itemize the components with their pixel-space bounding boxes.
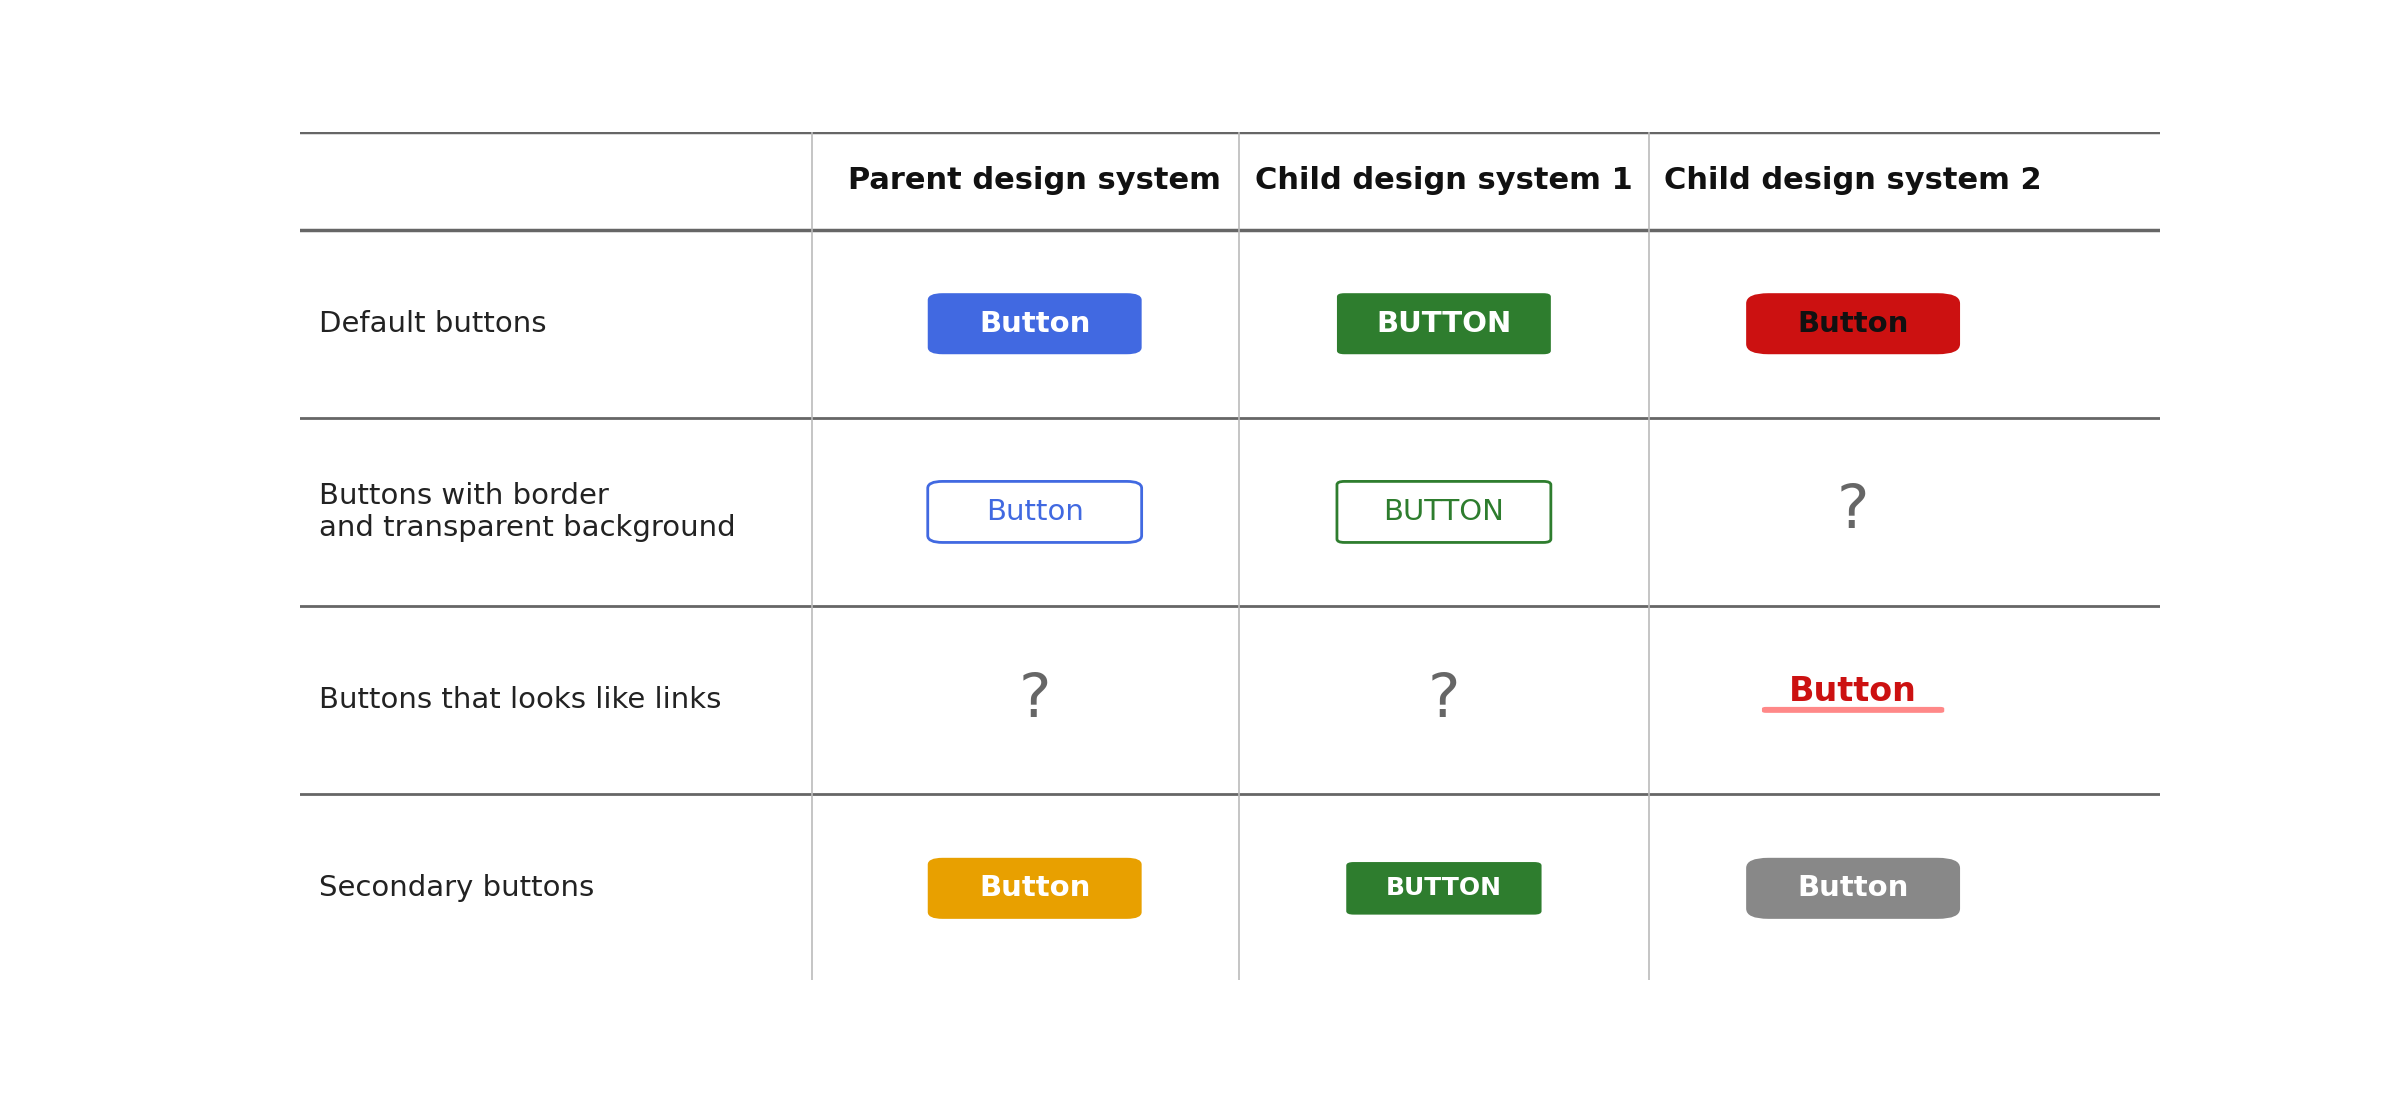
Text: Button: Button xyxy=(1788,675,1918,708)
FancyBboxPatch shape xyxy=(929,858,1142,919)
FancyBboxPatch shape xyxy=(1346,862,1541,915)
Text: Buttons with border
and transparent background: Buttons with border and transparent back… xyxy=(319,482,734,542)
FancyBboxPatch shape xyxy=(1337,293,1550,355)
Text: Child design system 1: Child design system 1 xyxy=(1255,166,1632,195)
Text: BUTTON: BUTTON xyxy=(1385,876,1502,901)
Text: ?: ? xyxy=(1428,671,1459,730)
Text: Parent design system: Parent design system xyxy=(847,166,1222,195)
Text: ?: ? xyxy=(1018,671,1051,730)
FancyBboxPatch shape xyxy=(1747,858,1961,919)
FancyBboxPatch shape xyxy=(1762,707,1944,712)
Text: Child design system 2: Child design system 2 xyxy=(1663,166,2042,195)
Text: Button: Button xyxy=(1798,874,1908,903)
Text: Default buttons: Default buttons xyxy=(319,309,547,338)
Text: ?: ? xyxy=(1836,482,1870,542)
Text: Buttons that looks like links: Buttons that looks like links xyxy=(319,686,720,715)
FancyBboxPatch shape xyxy=(929,293,1142,355)
Text: Button: Button xyxy=(986,498,1085,526)
Text: Button: Button xyxy=(1798,309,1908,338)
Text: Secondary buttons: Secondary buttons xyxy=(319,874,593,903)
Text: Button: Button xyxy=(979,309,1090,338)
Text: BUTTON: BUTTON xyxy=(1382,498,1505,526)
Text: BUTTON: BUTTON xyxy=(1375,309,1512,338)
Text: Button: Button xyxy=(979,874,1090,903)
FancyBboxPatch shape xyxy=(929,481,1142,543)
FancyBboxPatch shape xyxy=(1747,293,1961,355)
FancyBboxPatch shape xyxy=(1337,481,1550,543)
